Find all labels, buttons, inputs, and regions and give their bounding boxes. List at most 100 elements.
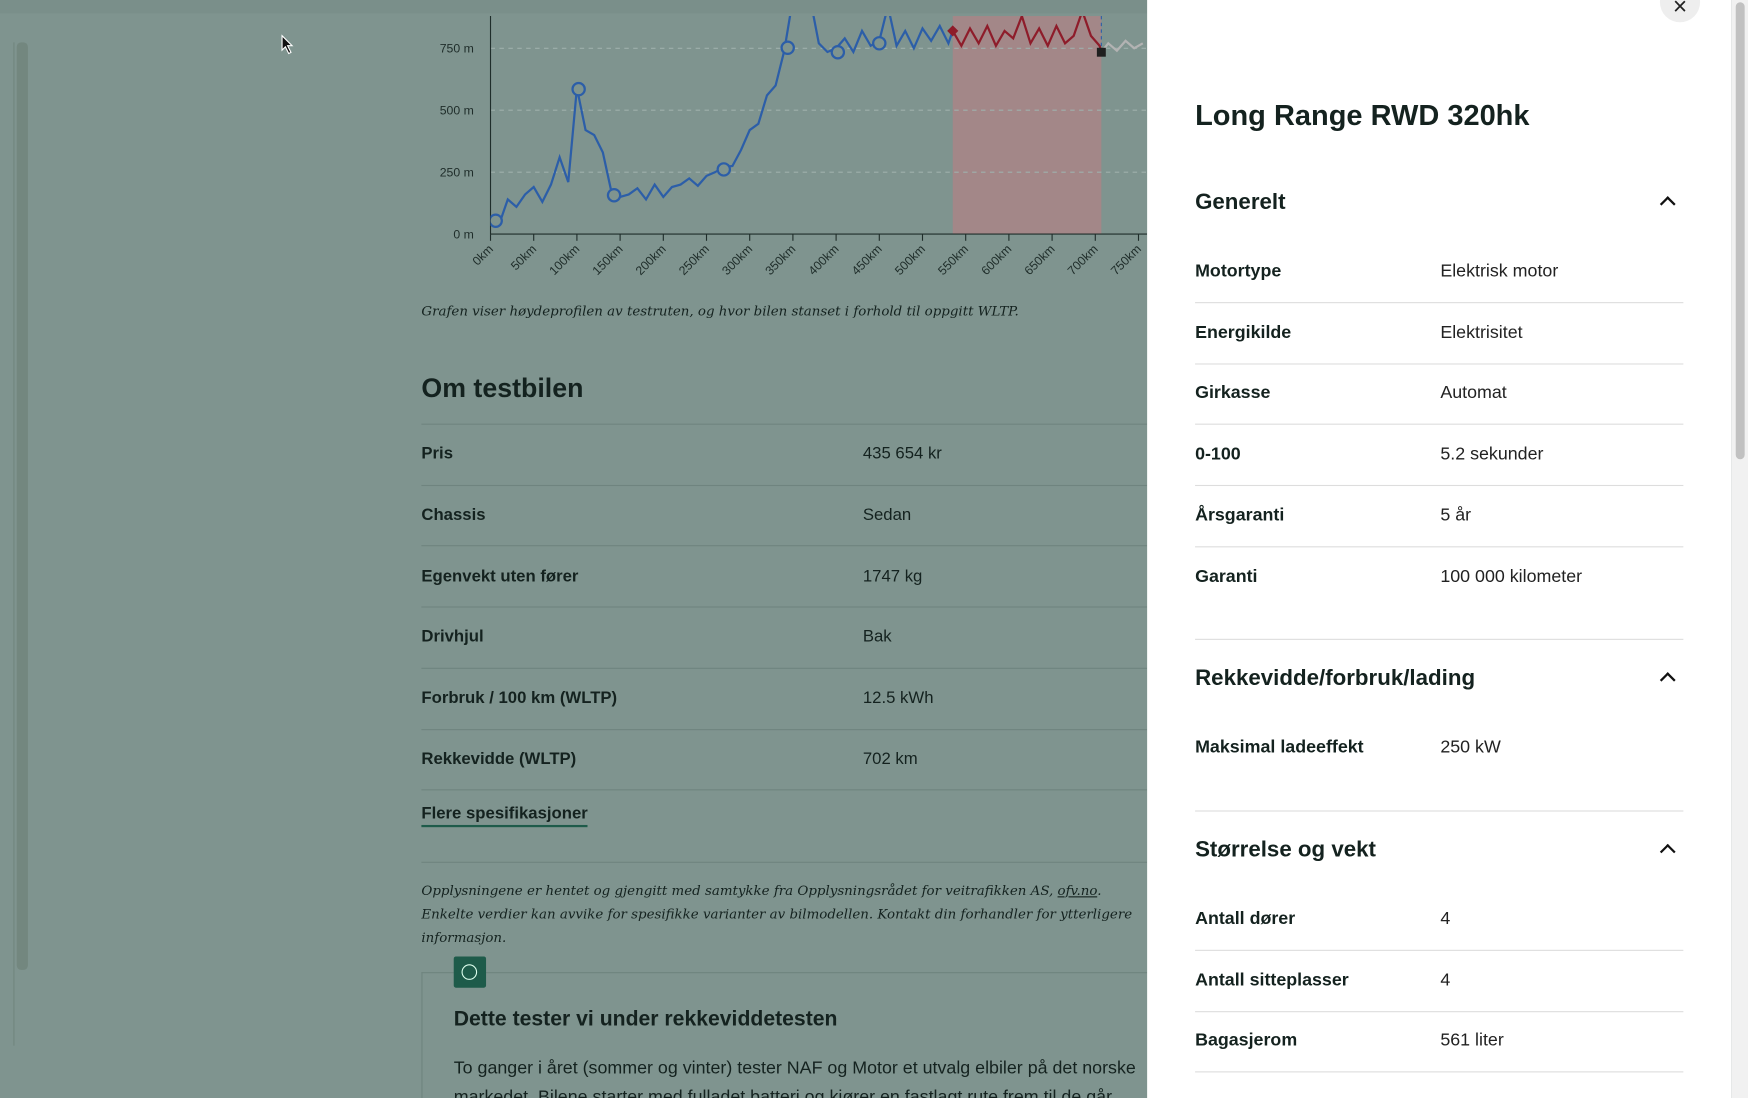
elevation-line bbox=[1100, 39, 1144, 53]
chart-caption: Grafen viser høydeprofilen av testruten,… bbox=[421, 303, 1019, 319]
spec-value: 12.5 kWh bbox=[862, 688, 934, 708]
spec-value: Elektrisitet bbox=[1440, 322, 1523, 342]
spec-label: Antall dører bbox=[1195, 909, 1296, 929]
spec-label: Garanti bbox=[1195, 566, 1258, 586]
sidebar-scroll bbox=[16, 42, 28, 970]
section-divider bbox=[1195, 638, 1684, 641]
ofv-link[interactable]: ofv.no bbox=[1057, 882, 1098, 899]
divider bbox=[421, 423, 1148, 425]
spec-value: 561 liter bbox=[1440, 1031, 1504, 1051]
y-tick-label: 500 m bbox=[440, 104, 474, 118]
charge-marker bbox=[830, 44, 846, 60]
section-header[interactable]: Størrelse og vekt bbox=[1195, 837, 1376, 863]
more-specs-link[interactable]: Flere spesifikasjoner bbox=[421, 804, 588, 828]
x-tick-label: 100km bbox=[546, 242, 582, 278]
info-text: To ganger i året (sommer og vinter) test… bbox=[453, 1059, 1136, 1098]
spec-value: 1747 kg bbox=[862, 566, 923, 586]
divider bbox=[421, 606, 1148, 608]
spec-label: Energikilde bbox=[1195, 322, 1292, 342]
charge-marker bbox=[571, 81, 586, 97]
sidebar bbox=[0, 42, 15, 1046]
charge-marker bbox=[716, 162, 732, 177]
divider bbox=[421, 484, 1148, 486]
divider bbox=[1195, 546, 1684, 548]
y-tick-label: 0 m bbox=[453, 228, 473, 242]
spec-label: Maksimal ladeeffekt bbox=[1195, 738, 1364, 758]
x-tick-label: 50km bbox=[508, 242, 539, 273]
spec-panel: × Long Range RWD 320hk Generelt Motortype E… bbox=[1147, 0, 1732, 1098]
x-tick-label: 300km bbox=[719, 242, 755, 278]
spec-value: 4 bbox=[1440, 909, 1451, 929]
section-header[interactable]: Generelt bbox=[1195, 190, 1286, 215]
elevation-line bbox=[951, 16, 1103, 53]
charge-marker bbox=[606, 187, 622, 203]
spec-value: 5 år bbox=[1440, 505, 1472, 525]
x-tick-label: 600km bbox=[978, 242, 1014, 278]
spec-label: Drivhjul bbox=[421, 627, 484, 647]
x-tick-label: 400km bbox=[806, 242, 842, 278]
charge-marker bbox=[490, 213, 503, 228]
info-icon-glyph bbox=[461, 964, 478, 980]
scrollbar bbox=[1731, 0, 1748, 1098]
x-tick-label: 650km bbox=[1022, 242, 1058, 278]
divider bbox=[1195, 1010, 1684, 1012]
divider bbox=[1195, 1071, 1684, 1073]
chevron[interactable] bbox=[1659, 196, 1676, 212]
stop-marker bbox=[1096, 47, 1106, 57]
spec-label: Pris bbox=[421, 444, 454, 464]
x-tick-label: 450km bbox=[849, 242, 885, 278]
spec-value: 702 km bbox=[862, 749, 918, 769]
x-tick-label: 550km bbox=[935, 242, 971, 278]
chevron[interactable] bbox=[1659, 843, 1676, 860]
chevron[interactable] bbox=[1659, 672, 1676, 689]
mouse-cursor bbox=[281, 34, 294, 55]
spec-value: 435 654 kr bbox=[862, 444, 942, 464]
divider bbox=[421, 728, 1148, 730]
divider bbox=[1195, 302, 1684, 304]
spec-label: Chassis bbox=[421, 505, 486, 525]
spec-label: Rekkevidde (WLTP) bbox=[421, 749, 577, 769]
top-bar bbox=[0, 0, 1148, 14]
y-tick-label: 250 m bbox=[440, 166, 474, 180]
panel-title: Long Range RWD 320hk bbox=[1195, 98, 1530, 132]
x-tick-label: 700km bbox=[1065, 242, 1101, 278]
x-tick-label: 250km bbox=[676, 242, 712, 278]
spec-value: Bak bbox=[862, 627, 892, 647]
spec-value: 5.2 sekunder bbox=[1440, 444, 1544, 464]
close-button[interactable]: × bbox=[1659, 0, 1701, 23]
spec-label: Girkasse bbox=[1195, 383, 1271, 403]
charge-marker bbox=[780, 40, 795, 56]
x-tick-label: 150km bbox=[590, 242, 626, 278]
divider bbox=[421, 789, 1148, 791]
x-tick-label: 750km bbox=[1108, 242, 1144, 278]
spec-label: Antall sitteplasser bbox=[1195, 970, 1349, 990]
spec-value: 250 kW bbox=[1440, 738, 1501, 758]
divider bbox=[421, 861, 1148, 863]
section-header[interactable]: Rekkevidde/forbruk/lading bbox=[1195, 666, 1476, 691]
spec-label: Egenvekt uten fører bbox=[421, 566, 579, 586]
divider bbox=[1195, 363, 1684, 365]
spec-label: Årsgaranti bbox=[1195, 505, 1285, 525]
spec-value: 100 000 kilometer bbox=[1440, 566, 1583, 586]
elevation-line bbox=[490, 16, 954, 226]
info-title: Dette tester vi under rekkeviddetesten bbox=[453, 1007, 838, 1032]
spec-label: Forbruk / 100 km (WLTP) bbox=[421, 688, 618, 708]
spec-label: Motortype bbox=[1195, 261, 1282, 281]
spec-value: 4 bbox=[1440, 970, 1451, 990]
scrollbar-thumb[interactable] bbox=[1735, 2, 1745, 460]
stop-range-band bbox=[952, 16, 1102, 235]
disclaimer-text: Opplysningene er hentet og gjengitt med … bbox=[421, 882, 1058, 899]
divider bbox=[1195, 949, 1684, 951]
disclaimer-text: . Enkelte verdier kan avvike for spesifi… bbox=[421, 882, 1137, 946]
charge-marker bbox=[872, 36, 887, 51]
y-tick-label: 750 m bbox=[440, 42, 474, 56]
spec-value: Sedan bbox=[862, 505, 912, 525]
plot bbox=[490, 16, 1144, 228]
divider bbox=[421, 545, 1148, 547]
x-tick-label: 500km bbox=[892, 242, 928, 278]
info-box bbox=[421, 972, 1149, 1098]
x-tick-label: 200km bbox=[633, 242, 669, 278]
divider bbox=[1195, 485, 1684, 487]
